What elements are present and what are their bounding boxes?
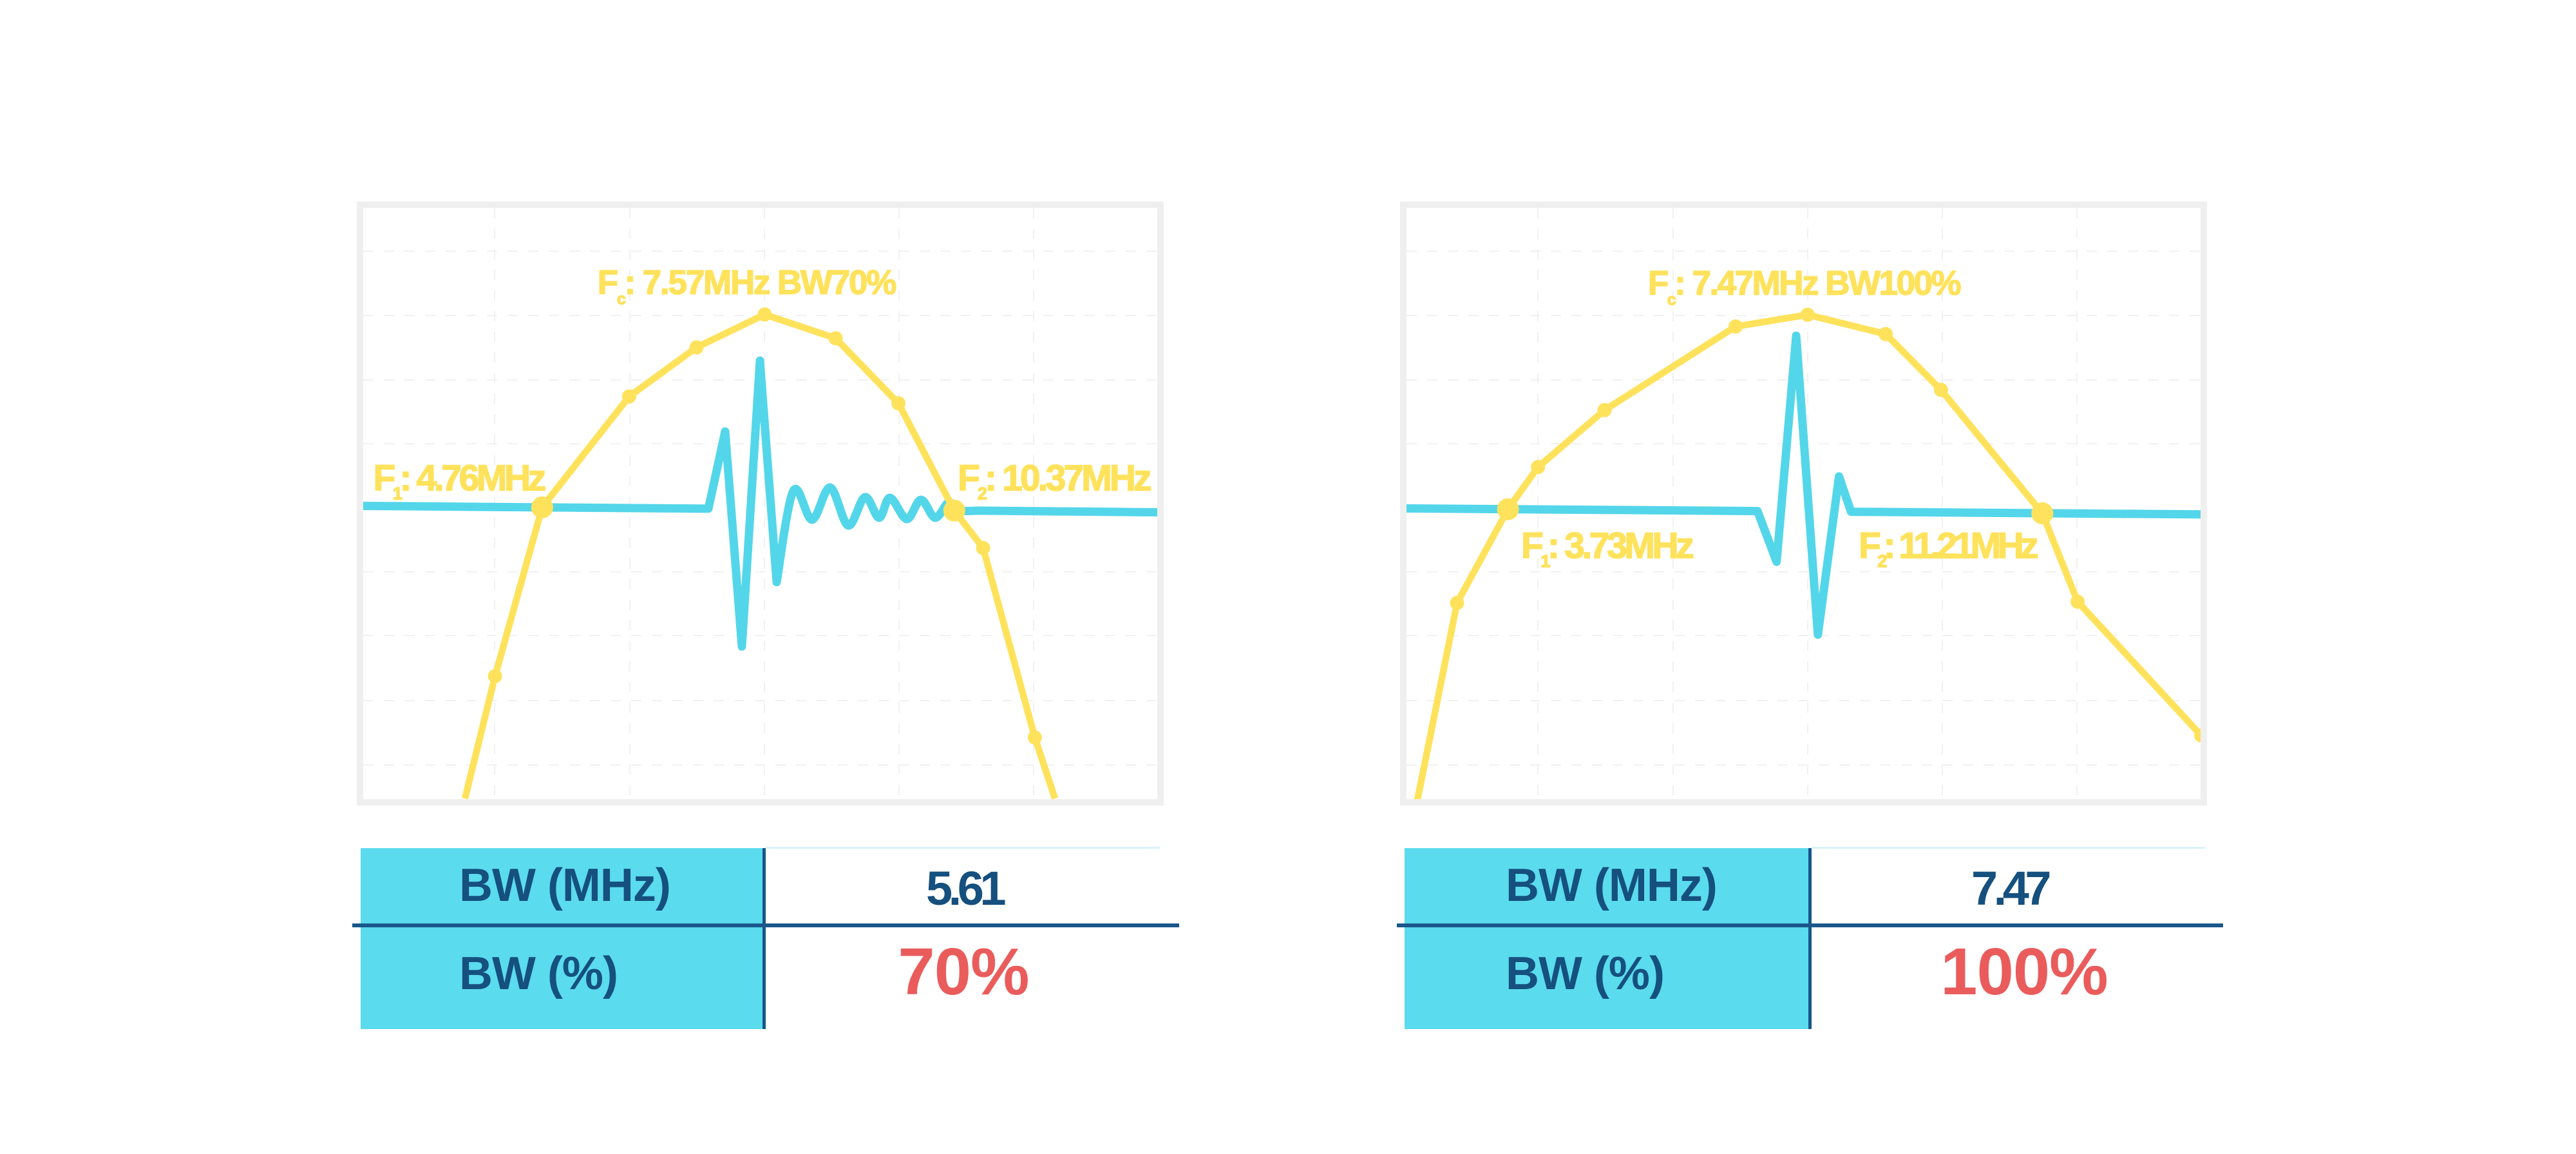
svg-text:F2: 10.37MHz: F2: 10.37MHz — [958, 457, 1151, 503]
svg-text:F1: 3.73MHz: F1: 3.73MHz — [1521, 525, 1693, 571]
svg-text:F2: 11.21MHz: F2: 11.21MHz — [1859, 525, 2038, 571]
svg-text:F1: 4.76MHz: F1: 4.76MHz — [374, 457, 545, 503]
svg-text:Fc: 7.47MHz BW100%: Fc: 7.47MHz BW100% — [1648, 265, 1961, 309]
svg-text:Fc: 7.57MHz BW70%: Fc: 7.57MHz BW70% — [598, 264, 896, 308]
